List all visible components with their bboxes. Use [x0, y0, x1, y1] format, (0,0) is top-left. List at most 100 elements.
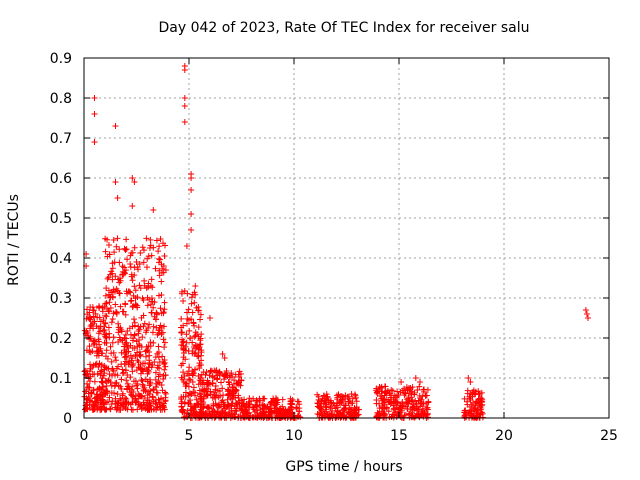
data-point	[225, 378, 232, 385]
data-point	[101, 370, 108, 377]
data-point	[109, 289, 116, 296]
data-point	[197, 341, 204, 348]
data-point	[178, 288, 185, 295]
data-point	[241, 396, 248, 403]
data-point	[180, 297, 187, 304]
data-point	[260, 405, 267, 412]
data-point	[355, 411, 362, 418]
data-point	[422, 392, 429, 399]
data-point	[150, 207, 157, 213]
data-point	[188, 175, 195, 181]
data-point	[115, 338, 122, 345]
data-point	[131, 283, 138, 290]
data-point	[189, 309, 196, 316]
data-point	[144, 392, 151, 399]
data-point	[128, 250, 135, 257]
data-point	[122, 267, 129, 274]
data-point	[86, 336, 93, 343]
data-point	[133, 259, 140, 266]
data-point	[155, 343, 162, 350]
data-point	[394, 388, 401, 395]
data-point	[152, 316, 159, 323]
data-point	[120, 399, 127, 406]
data-point	[154, 364, 161, 371]
data-point	[294, 398, 301, 405]
data-point	[314, 400, 321, 407]
data-point	[195, 324, 202, 331]
data-point	[130, 316, 137, 323]
data-point	[128, 406, 135, 413]
data-point	[143, 347, 150, 354]
data-point	[161, 242, 168, 249]
data-point	[110, 310, 117, 317]
data-point	[236, 368, 243, 375]
data-point	[109, 276, 116, 283]
data-point	[323, 391, 330, 398]
data-point	[93, 391, 100, 398]
data-point	[254, 414, 261, 421]
x-tick-label: 0	[80, 428, 89, 444]
data-point	[119, 366, 126, 373]
data-point	[147, 339, 154, 346]
data-point	[137, 361, 144, 368]
data-point	[204, 392, 211, 399]
data-point	[100, 327, 107, 334]
data-point	[86, 309, 93, 316]
data-point	[218, 379, 225, 386]
data-point	[142, 360, 149, 367]
data-point	[353, 398, 360, 405]
data-point	[132, 295, 139, 302]
data-point	[333, 411, 340, 418]
y-tick-label: 0.3	[50, 291, 72, 307]
data-point	[191, 299, 198, 306]
data-point	[95, 330, 102, 337]
data-point	[160, 375, 167, 382]
data-point	[462, 412, 469, 419]
data-point	[131, 179, 138, 185]
data-point	[348, 391, 355, 398]
x-tick-label: 15	[390, 428, 408, 444]
data-point	[415, 411, 422, 418]
data-point	[122, 360, 129, 367]
data-point	[117, 402, 124, 409]
data-point	[156, 365, 163, 372]
data-point	[137, 285, 144, 292]
data-point	[187, 397, 194, 404]
data-point	[181, 95, 188, 101]
data-point	[190, 319, 197, 326]
data-point	[402, 399, 409, 406]
data-point	[149, 394, 156, 401]
data-point	[185, 392, 192, 399]
data-point	[145, 364, 152, 371]
data-point	[108, 382, 115, 389]
data-point	[124, 385, 130, 392]
data-point	[233, 408, 240, 415]
data-point	[475, 391, 482, 397]
data-point	[321, 397, 328, 404]
data-point	[151, 359, 158, 366]
data-point	[127, 252, 134, 259]
data-point	[382, 389, 389, 396]
data-point	[150, 244, 157, 251]
data-point	[424, 411, 431, 418]
data-point	[187, 403, 194, 410]
data-point	[322, 408, 329, 415]
data-point	[93, 344, 100, 351]
data-point	[383, 404, 390, 411]
data-point	[119, 337, 126, 344]
data-point	[409, 406, 416, 413]
data-point	[140, 323, 147, 330]
data-point	[143, 399, 150, 406]
data-point	[109, 372, 116, 379]
data-point	[410, 401, 417, 408]
data-point	[102, 312, 109, 319]
data-point	[91, 111, 98, 117]
data-point	[424, 406, 431, 413]
data-point	[335, 391, 342, 398]
data-point	[467, 379, 474, 385]
data-point	[95, 338, 102, 345]
data-point	[161, 356, 168, 363]
data-point	[216, 368, 223, 375]
plot-frame	[83, 57, 610, 419]
